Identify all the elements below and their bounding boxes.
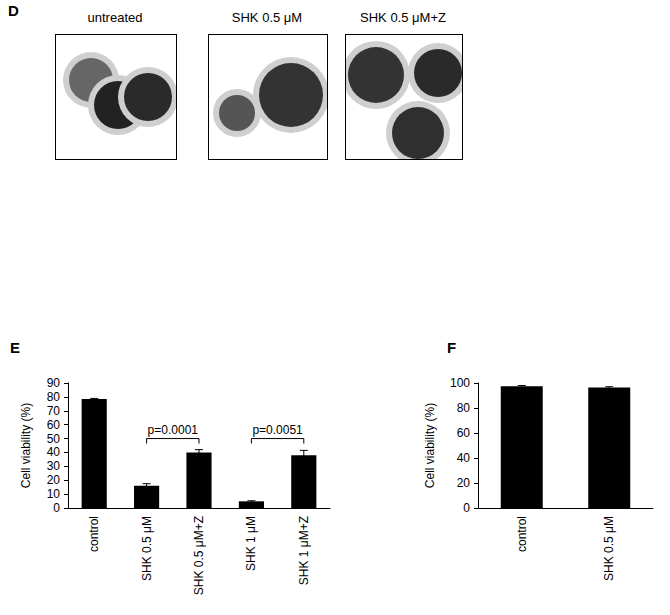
svg-text:p=0.0051: p=0.0051 [252, 423, 303, 437]
svg-text:0: 0 [53, 501, 60, 515]
svg-text:50: 50 [47, 432, 61, 446]
html-text:D: D [8, 2, 19, 19]
svg-text:control: control [515, 516, 529, 552]
svg-text:0: 0 [463, 501, 470, 515]
svg-text:60: 60 [457, 426, 471, 440]
svg-text:30: 30 [47, 459, 61, 473]
html-text:SHK 0.5 μM+Z: SHK 0.5 μM+Z [360, 10, 446, 25]
svg-text:E: E [10, 339, 20, 356]
svg-text:10: 10 [47, 487, 61, 501]
svg-text:SHK 1 μM+Z: SHK 1 μM+Z [297, 516, 311, 585]
svg-text:SHK 1 μM: SHK 1 μM [244, 516, 258, 571]
html-text:SHK 0.5 μM: SHK 0.5 μM [231, 10, 303, 25]
svg-text:70: 70 [47, 404, 61, 418]
svg-text:20: 20 [47, 473, 61, 487]
html-text:untreated: untreated [87, 10, 143, 25]
svg-text:Cell viability (%): Cell viability (%) [19, 403, 33, 488]
svg-text:40: 40 [47, 445, 61, 459]
svg-text:80: 80 [457, 401, 471, 415]
svg-text:SHK 0.5 μM+Z: SHK 0.5 μM+Z [192, 516, 206, 595]
svg-text:20: 20 [457, 476, 471, 490]
svg-text:40: 40 [457, 451, 471, 465]
svg-text:p=0.0001: p=0.0001 [148, 423, 199, 437]
svg-text:SHK 0.5 μM: SHK 0.5 μM [140, 516, 154, 581]
svg-text:Cell viability (%): Cell viability (%) [423, 403, 437, 488]
svg-text:60: 60 [47, 418, 61, 432]
svg-text:80: 80 [47, 390, 61, 404]
svg-text:control: control [87, 516, 101, 552]
svg-text:SHK 0.5 μM: SHK 0.5 μM [602, 516, 616, 581]
svg-text:100: 100 [450, 376, 470, 390]
svg-text:F: F [447, 339, 456, 356]
svg-text:90: 90 [47, 376, 61, 390]
